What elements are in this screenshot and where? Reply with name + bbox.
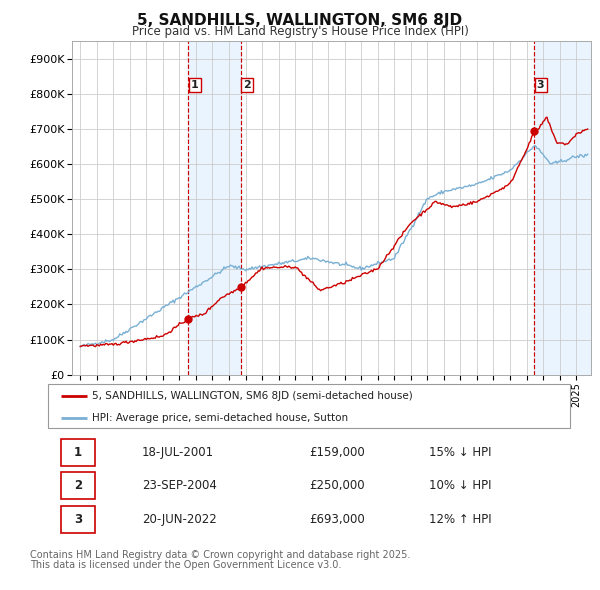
Text: Price paid vs. HM Land Registry's House Price Index (HPI): Price paid vs. HM Land Registry's House …	[131, 25, 469, 38]
Text: 3: 3	[537, 80, 544, 90]
Text: 12% ↑ HPI: 12% ↑ HPI	[429, 513, 491, 526]
Text: Contains HM Land Registry data © Crown copyright and database right 2025.: Contains HM Land Registry data © Crown c…	[30, 550, 410, 560]
FancyBboxPatch shape	[61, 506, 95, 533]
Text: 2: 2	[244, 80, 251, 90]
Text: 3: 3	[74, 513, 82, 526]
Text: 15% ↓ HPI: 15% ↓ HPI	[429, 445, 491, 459]
Bar	[188, 41, 241, 375]
Text: HPI: Average price, semi-detached house, Sutton: HPI: Average price, semi-detached house,…	[92, 413, 349, 423]
Text: 5, SANDHILLS, WALLINGTON, SM6 8JD: 5, SANDHILLS, WALLINGTON, SM6 8JD	[137, 13, 463, 28]
FancyBboxPatch shape	[61, 439, 95, 466]
Text: 20-JUN-2022: 20-JUN-2022	[142, 513, 217, 526]
Text: £159,000: £159,000	[309, 445, 365, 459]
Text: £693,000: £693,000	[309, 513, 365, 526]
FancyBboxPatch shape	[48, 384, 570, 428]
Text: 1: 1	[74, 445, 82, 459]
FancyBboxPatch shape	[61, 472, 95, 499]
Text: 23-SEP-2004: 23-SEP-2004	[142, 478, 217, 492]
Bar	[535, 41, 591, 375]
Text: 18-JUL-2001: 18-JUL-2001	[142, 445, 214, 459]
Text: £250,000: £250,000	[309, 478, 365, 492]
Text: 5, SANDHILLS, WALLINGTON, SM6 8JD (semi-detached house): 5, SANDHILLS, WALLINGTON, SM6 8JD (semi-…	[92, 391, 413, 401]
Text: 2: 2	[74, 478, 82, 492]
Text: 10% ↓ HPI: 10% ↓ HPI	[429, 478, 491, 492]
Text: 1: 1	[191, 80, 199, 90]
Text: This data is licensed under the Open Government Licence v3.0.: This data is licensed under the Open Gov…	[30, 560, 341, 571]
